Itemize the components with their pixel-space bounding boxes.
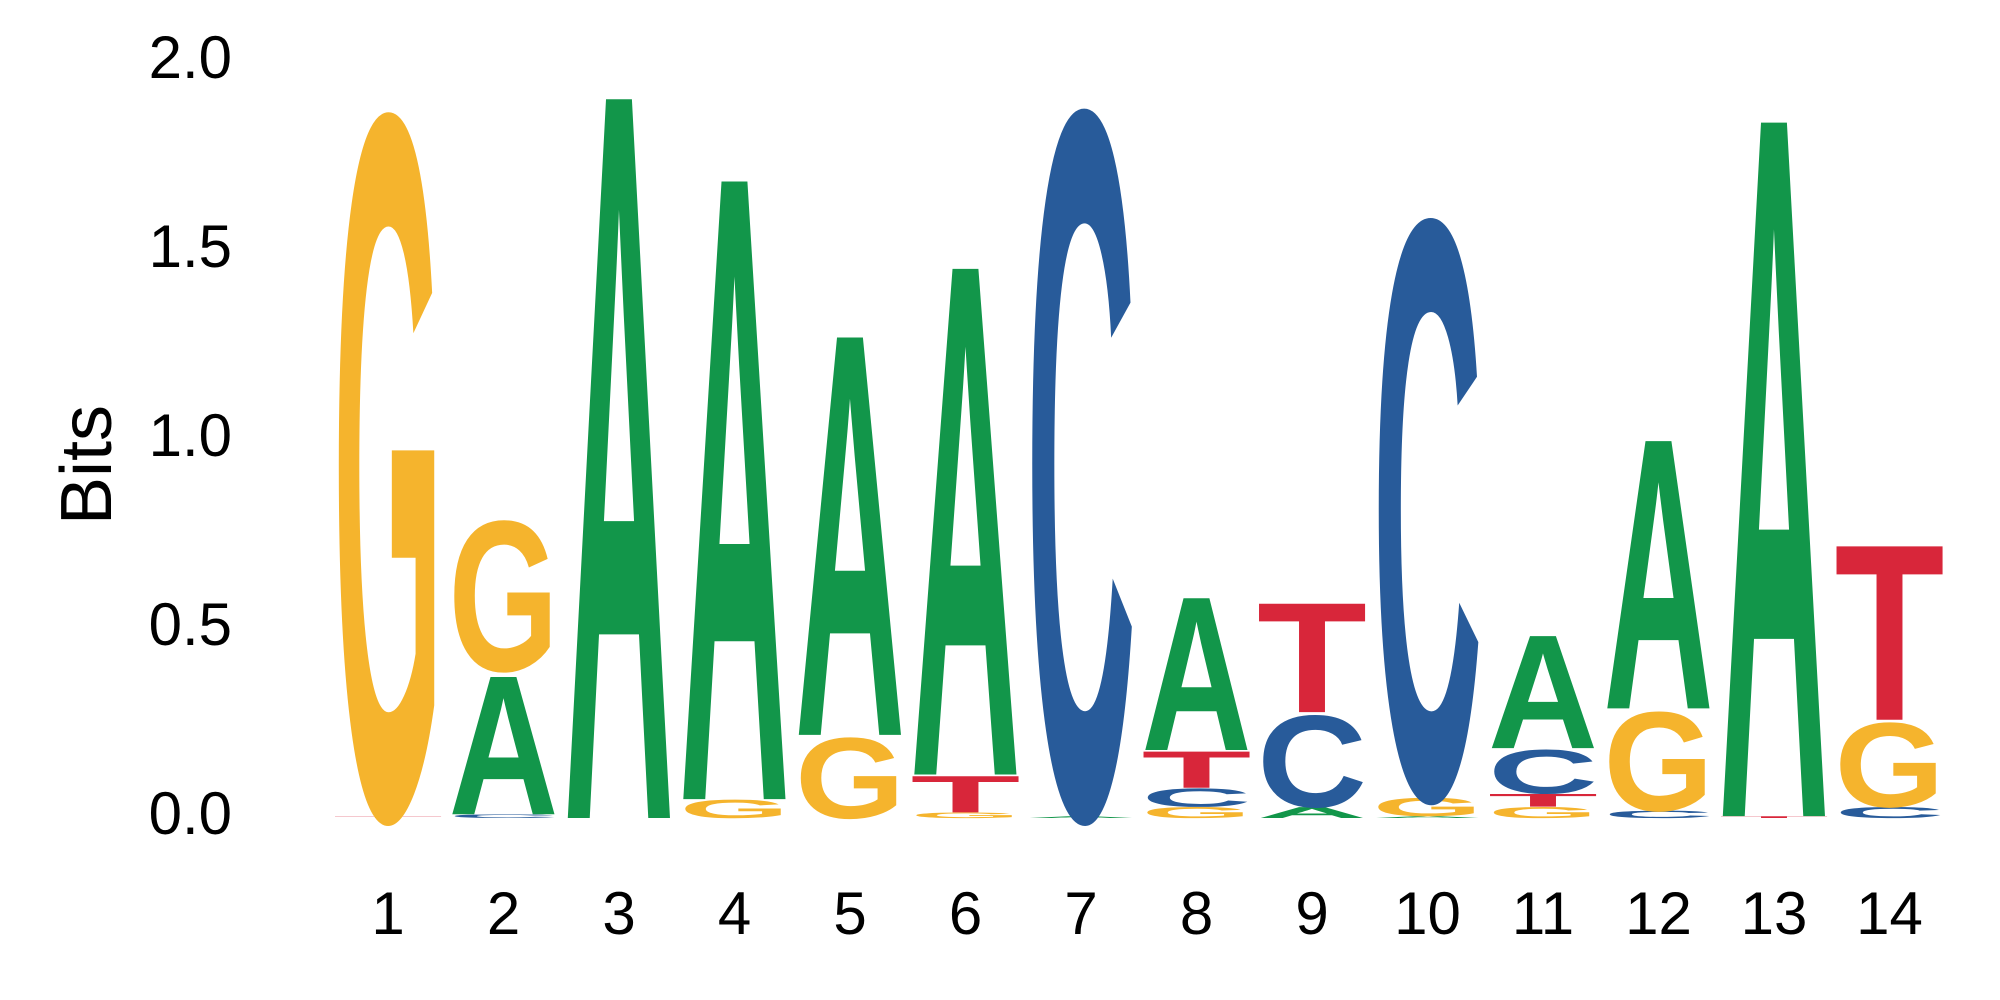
logo-letter-c: C <box>1373 47 1483 974</box>
x-tick-label: 2 <box>487 880 520 947</box>
x-tick-label: 6 <box>949 880 982 947</box>
y-axis-ticks: 0.0 0.5 1.0 1.5 2.0 <box>149 24 232 847</box>
y-axis-label: Bits <box>47 405 127 525</box>
x-tick-label: 4 <box>718 880 751 947</box>
logo-letter-a: A <box>911 110 1021 931</box>
logo-letter-c: C <box>449 813 559 819</box>
x-tick-label: 5 <box>833 880 866 947</box>
logo-letter-t: T <box>1488 790 1598 810</box>
x-tick-label: 8 <box>1180 880 1213 947</box>
logo-letter-t: T <box>1719 816 1829 819</box>
y-tick-label: 1.5 <box>149 213 232 280</box>
x-tick-label: 1 <box>371 880 404 947</box>
logo-letter-c: C <box>1604 809 1714 821</box>
y-tick-label: 1.0 <box>149 402 232 469</box>
logo-letter-g: G <box>449 476 559 717</box>
x-tick-label: 10 <box>1394 880 1461 947</box>
x-tick-label: 3 <box>602 880 635 947</box>
logo-letter-t: T <box>1257 570 1367 746</box>
logo-letter-g: G <box>1142 804 1252 822</box>
logo-letter-g: G <box>1488 804 1598 822</box>
logo-letter-a: A <box>1142 552 1252 798</box>
logo-letter-t: T <box>1835 491 1945 774</box>
logo-letter-a: A <box>1026 816 1136 819</box>
logo-letter-c: C <box>1835 804 1945 822</box>
logo-letter-g: G <box>795 713 905 842</box>
logo-letter-a: A <box>1604 358 1714 792</box>
x-tick-label: 13 <box>1741 880 1808 947</box>
logo-letter-a: A <box>1373 816 1483 819</box>
logo-letter-g: G <box>680 795 790 824</box>
logo-letter-a: A <box>449 635 559 858</box>
logo-letter-a: A <box>1719 0 1829 1000</box>
logo-letter-c: C <box>1488 736 1598 807</box>
logo-letter-a: A <box>564 0 674 1000</box>
logo-letter-g: G <box>1373 793 1483 822</box>
logo-letter-a: A <box>795 212 905 857</box>
x-tick-label: 9 <box>1295 880 1328 947</box>
y-tick-label: 0.0 <box>149 780 232 847</box>
logo-letter-c: C <box>1257 687 1367 834</box>
y-tick-label: 2.0 <box>149 24 232 91</box>
logo-letter-c: C <box>1026 0 1136 1000</box>
x-axis-ticks: 1 2 3 4 5 6 7 8 9 10 11 12 13 14 <box>371 880 1923 947</box>
logo-letter-a: A <box>1257 804 1367 822</box>
x-tick-label: 11 <box>1512 880 1574 947</box>
x-tick-label: 12 <box>1625 880 1692 947</box>
logo-letter-c: C <box>1142 783 1252 812</box>
logo-letter-g: G <box>1604 682 1714 840</box>
logo-letter-g: G <box>333 0 443 1000</box>
logo-letter-t: T <box>911 765 1021 824</box>
logo-letter-g: G <box>1835 699 1945 833</box>
logo-letter-a: A <box>680 0 790 990</box>
x-tick-label: 7 <box>1064 880 1097 947</box>
x-tick-label: 14 <box>1856 880 1923 947</box>
logo-letter-a: A <box>1488 601 1598 783</box>
logo-letter-t: T <box>1142 740 1252 799</box>
logo-letter-g: G <box>911 811 1021 820</box>
y-tick-label: 0.5 <box>149 591 232 658</box>
logo-letter-t: T <box>333 816 443 819</box>
